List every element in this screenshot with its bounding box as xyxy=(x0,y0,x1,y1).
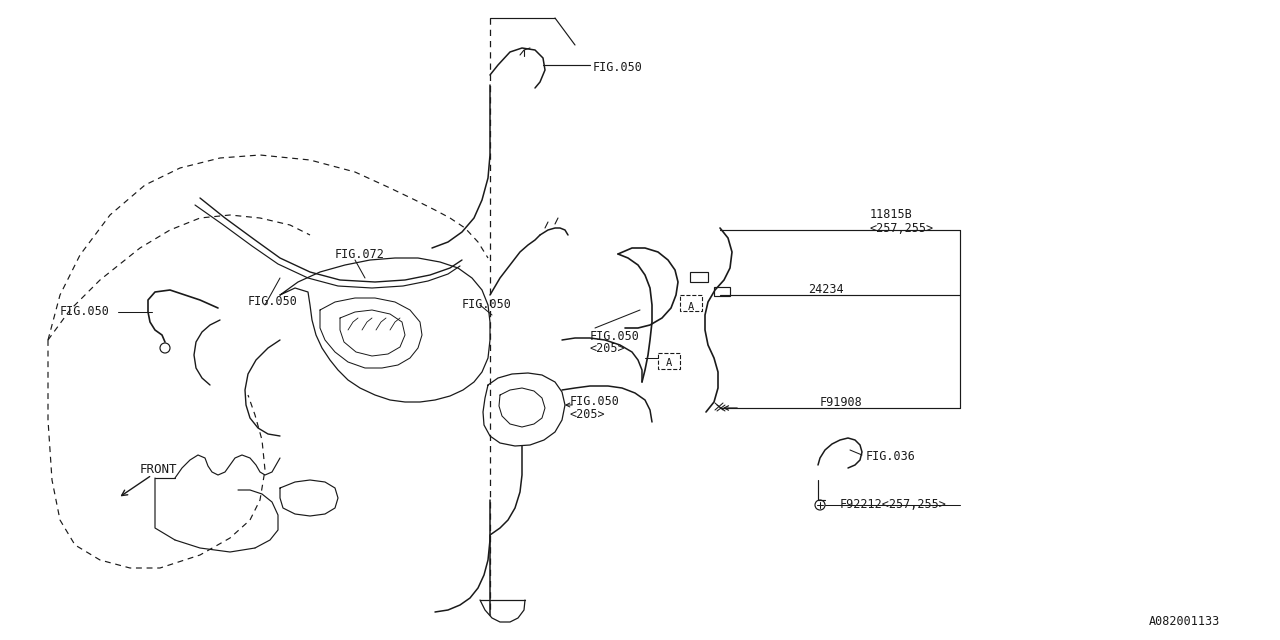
Text: A: A xyxy=(666,358,672,368)
Text: FIG.050: FIG.050 xyxy=(462,298,512,311)
Text: <205>: <205> xyxy=(570,408,605,421)
Text: FIG.050: FIG.050 xyxy=(590,330,640,343)
Text: FIG.050: FIG.050 xyxy=(248,295,298,308)
Text: FIG.036: FIG.036 xyxy=(867,450,916,463)
Text: F91908: F91908 xyxy=(820,396,863,409)
Text: FIG.050: FIG.050 xyxy=(570,395,620,408)
Text: FIG.072: FIG.072 xyxy=(335,248,385,261)
Text: 24234: 24234 xyxy=(808,283,844,296)
Text: A: A xyxy=(687,302,694,312)
Bar xyxy=(658,353,680,369)
Bar xyxy=(714,287,730,296)
Text: <205>: <205> xyxy=(590,342,626,355)
Bar xyxy=(680,295,701,311)
Text: 11815B: 11815B xyxy=(870,208,913,221)
Text: FIG.050: FIG.050 xyxy=(593,61,643,74)
Text: FIG.050: FIG.050 xyxy=(60,305,110,318)
Text: <257,255>: <257,255> xyxy=(870,222,934,235)
Text: FRONT: FRONT xyxy=(140,463,178,476)
Text: A082001133: A082001133 xyxy=(1148,615,1220,628)
Bar xyxy=(690,272,708,282)
Text: F92212<257,255>: F92212<257,255> xyxy=(840,498,947,511)
